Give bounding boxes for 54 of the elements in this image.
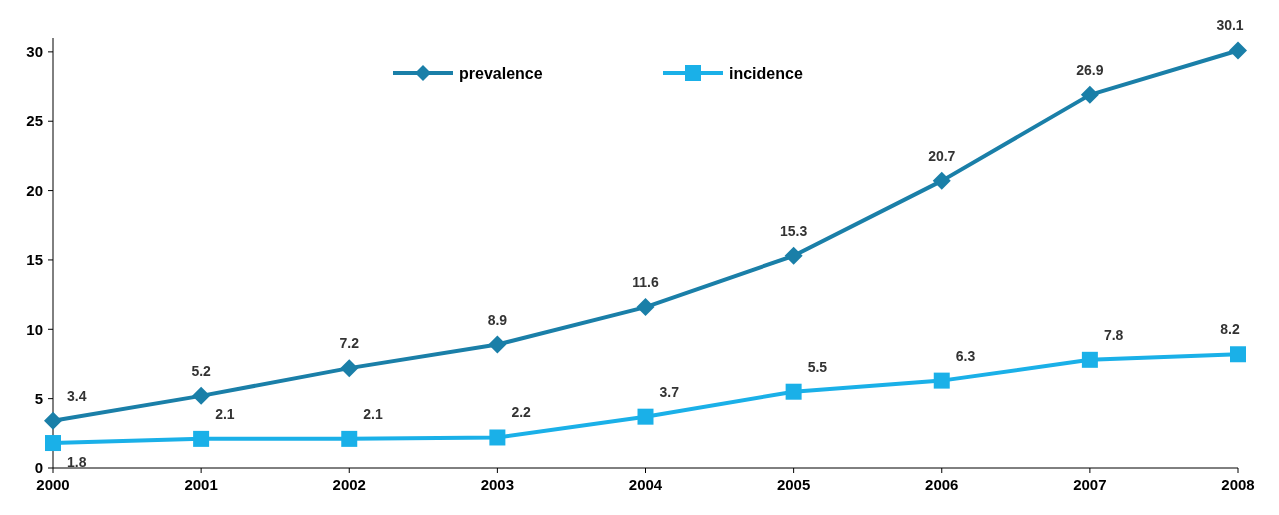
data-label: 2.1	[363, 405, 383, 422]
data-label: 8.2	[1220, 321, 1240, 338]
x-tick-label: 2002	[332, 476, 366, 493]
y-tick-label: 15	[26, 251, 43, 269]
y-tick-label: 0	[34, 459, 43, 477]
x-tick-label: 2000	[36, 476, 70, 493]
x-tick-label: 2004	[628, 476, 663, 493]
y-tick-label: 20	[26, 181, 43, 199]
x-tick-label: 2006	[925, 476, 959, 493]
data-label: 26.9	[1076, 61, 1104, 78]
point	[1081, 351, 1098, 368]
data-label: 20.7	[928, 147, 956, 164]
point	[489, 429, 506, 446]
legend-label: prevalence	[459, 64, 543, 82]
data-label: 3.7	[659, 383, 680, 400]
point	[341, 430, 358, 447]
data-label: 7.8	[1103, 326, 1124, 343]
x-tick-label: 2003	[480, 476, 515, 493]
data-label: 5.5	[807, 358, 828, 375]
point	[1230, 346, 1246, 363]
data-label: 5.2	[191, 362, 212, 379]
point	[1080, 85, 1099, 104]
data-label: 3.4	[67, 387, 87, 404]
x-tick-label: 2008	[1221, 476, 1255, 493]
point	[933, 372, 950, 389]
point	[785, 383, 802, 400]
point	[44, 411, 62, 430]
point	[192, 386, 211, 405]
data-label: 11.6	[632, 274, 659, 291]
x-tick-label: 2007	[1073, 476, 1107, 493]
data-label: 6.3	[955, 347, 976, 364]
point	[637, 408, 654, 425]
x-tick-label: 2005	[776, 476, 811, 493]
point	[193, 430, 210, 447]
data-label: 7.2	[339, 335, 360, 352]
point	[45, 435, 61, 452]
legend-label: incidence	[729, 64, 803, 82]
data-label: 15.3	[780, 222, 808, 239]
point	[488, 335, 507, 354]
y-tick-label: 30	[26, 43, 43, 61]
y-tick-label: 5	[34, 389, 43, 407]
point	[784, 246, 803, 265]
point	[1229, 41, 1247, 60]
data-label: 2.2	[511, 404, 532, 421]
y-tick-label: 10	[26, 320, 43, 338]
data-label: 2.1	[215, 405, 235, 422]
x-tick-label: 2001	[184, 476, 218, 493]
data-label: 30.1	[1216, 17, 1244, 34]
data-label: 8.9	[487, 311, 508, 328]
y-tick-label: 25	[26, 112, 43, 130]
data-label: 1.8	[67, 454, 87, 471]
point	[636, 298, 655, 317]
point	[340, 359, 359, 378]
point	[932, 171, 951, 190]
